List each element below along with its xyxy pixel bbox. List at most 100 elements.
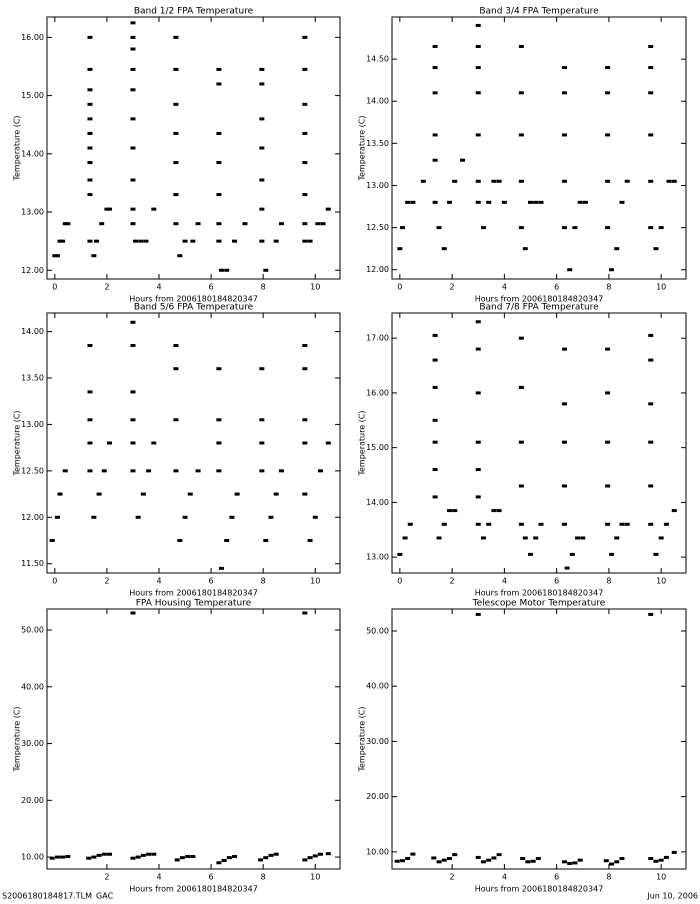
point bbox=[93, 239, 99, 243]
point bbox=[91, 855, 97, 859]
point bbox=[441, 522, 447, 526]
x-tick-label: 2 bbox=[450, 283, 455, 292]
point bbox=[480, 536, 486, 540]
x-tick-label: 8 bbox=[261, 577, 266, 586]
point bbox=[518, 385, 524, 389]
point bbox=[671, 850, 677, 854]
point bbox=[460, 158, 466, 162]
point bbox=[263, 268, 269, 272]
point bbox=[475, 612, 481, 616]
point bbox=[614, 247, 620, 251]
point bbox=[614, 536, 620, 540]
y-tick-label: 13.50 bbox=[366, 139, 389, 148]
point bbox=[140, 853, 146, 857]
x-tick-label: 10 bbox=[310, 577, 320, 586]
point bbox=[475, 855, 481, 859]
point bbox=[320, 222, 326, 226]
point bbox=[518, 44, 524, 48]
point bbox=[173, 35, 179, 39]
point bbox=[177, 254, 183, 258]
point bbox=[496, 179, 502, 183]
point bbox=[259, 207, 265, 211]
point bbox=[130, 222, 136, 226]
point bbox=[104, 207, 110, 211]
point bbox=[87, 469, 93, 473]
y-tick-label: 14.50 bbox=[366, 55, 389, 64]
x-axis-label: Hours from 2006180184820347 bbox=[129, 885, 258, 894]
point bbox=[221, 858, 227, 862]
point bbox=[302, 441, 308, 445]
point bbox=[475, 179, 481, 183]
point bbox=[561, 402, 567, 406]
y-tick-label: 12.00 bbox=[366, 265, 389, 274]
y-tick-label: 10.00 bbox=[366, 847, 389, 856]
chart-title: Band 3/4 FPA Temperature bbox=[479, 7, 599, 17]
point bbox=[263, 856, 269, 860]
point bbox=[216, 418, 222, 422]
point bbox=[302, 161, 308, 165]
point bbox=[569, 552, 575, 556]
point bbox=[242, 222, 248, 226]
x-tick-label: 8 bbox=[261, 283, 266, 292]
point bbox=[605, 66, 611, 70]
point bbox=[87, 344, 93, 347]
point bbox=[648, 612, 654, 616]
point bbox=[528, 552, 534, 556]
x-tick-label: 2 bbox=[104, 577, 109, 586]
point bbox=[648, 44, 654, 48]
chart-title: Telescope Motor Temperature bbox=[472, 599, 606, 609]
point bbox=[173, 344, 179, 347]
point bbox=[173, 102, 179, 106]
point bbox=[259, 367, 265, 371]
x-tick-label: 6 bbox=[554, 283, 559, 292]
x-tick-label: 8 bbox=[606, 873, 611, 882]
point bbox=[446, 509, 452, 513]
y-tick-label: 14.00 bbox=[366, 97, 389, 106]
point bbox=[533, 536, 539, 540]
point bbox=[520, 857, 526, 861]
point bbox=[91, 254, 97, 258]
point bbox=[317, 852, 323, 856]
point bbox=[648, 522, 654, 526]
point bbox=[561, 91, 567, 95]
plot-frame bbox=[391, 608, 687, 870]
point bbox=[535, 857, 541, 861]
point bbox=[605, 484, 611, 488]
point bbox=[302, 418, 308, 422]
point bbox=[431, 856, 437, 860]
y-tick-label: 10.00 bbox=[21, 853, 44, 862]
x-tick-label: 6 bbox=[209, 577, 214, 586]
x-tick-label: 4 bbox=[502, 577, 507, 586]
point bbox=[648, 440, 654, 444]
y-tick-label: 12.00 bbox=[21, 513, 44, 522]
point bbox=[518, 179, 524, 183]
point bbox=[518, 91, 524, 95]
point bbox=[496, 509, 502, 513]
point bbox=[432, 158, 438, 162]
point bbox=[518, 484, 524, 488]
point bbox=[609, 268, 615, 272]
point bbox=[173, 222, 179, 226]
point bbox=[312, 854, 318, 858]
point bbox=[259, 239, 265, 243]
y-tick-label: 15.00 bbox=[21, 91, 44, 100]
point bbox=[525, 860, 531, 864]
x-tick-label: 8 bbox=[606, 283, 611, 292]
point bbox=[653, 247, 659, 251]
point bbox=[648, 66, 654, 70]
point bbox=[216, 193, 222, 197]
point bbox=[130, 88, 136, 92]
point bbox=[62, 469, 68, 473]
x-tick-label: 4 bbox=[156, 873, 161, 882]
x-tick-label: 10 bbox=[310, 873, 320, 882]
plot-frame bbox=[46, 312, 341, 574]
point bbox=[173, 367, 179, 371]
point bbox=[87, 193, 93, 197]
point bbox=[302, 492, 308, 496]
point bbox=[135, 855, 141, 859]
point bbox=[96, 492, 102, 496]
point bbox=[658, 226, 664, 230]
x-tick-label: 2 bbox=[450, 577, 455, 586]
point bbox=[605, 347, 611, 351]
point bbox=[420, 179, 426, 183]
